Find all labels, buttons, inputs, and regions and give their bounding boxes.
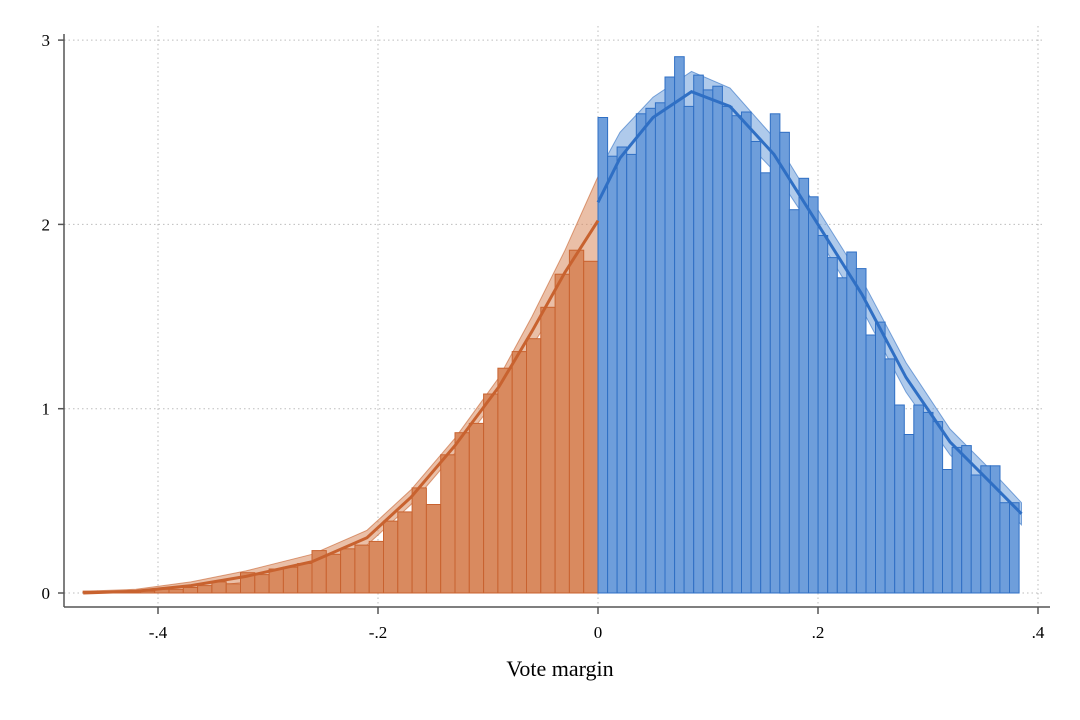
right-histogram-bar	[855, 268, 867, 594]
y-tick-label: 1	[42, 400, 51, 419]
x-tick-label: -.2	[369, 623, 387, 642]
left-histogram-bar	[497, 367, 513, 594]
left-fit-line	[83, 219, 600, 595]
left-histogram-bar	[268, 568, 284, 594]
right-histogram-bar	[693, 74, 704, 594]
right-histogram-bar	[741, 111, 752, 594]
y-tick-label: 0	[42, 584, 51, 603]
right-histogram-bar	[846, 251, 857, 594]
right-histogram-bar	[664, 76, 676, 594]
right-histogram-bar	[750, 141, 762, 594]
right-histogram-bar	[635, 113, 647, 594]
left-histogram-bar	[225, 583, 241, 594]
left-histogram-bar	[211, 581, 227, 594]
right-histogram-bar	[827, 257, 838, 594]
right-histogram-bar	[836, 277, 848, 594]
left-histogram-bar	[440, 454, 456, 594]
right-histogram-bar	[626, 153, 637, 594]
tick-labels: 0 1 2 3 -.4 -.2 0 .2 .4	[42, 31, 1045, 642]
left-histogram-bar	[297, 563, 313, 594]
right-histogram-bar	[932, 421, 944, 594]
left-histogram-bar	[340, 548, 356, 594]
x-tick-label: .4	[1032, 623, 1045, 642]
left-histogram-bar	[282, 566, 299, 594]
right-histogram-bar	[808, 196, 819, 594]
x-tick-label: .2	[812, 623, 825, 642]
left-histogram-bar	[468, 422, 485, 594]
right-histogram-bar	[788, 209, 800, 594]
left-histogram-bar	[583, 260, 599, 594]
right-histogram-bar	[817, 235, 829, 594]
right-histogram-bar	[779, 131, 790, 594]
x-axis-title: Vote margin	[506, 656, 613, 681]
right-histogram-bar	[999, 502, 1011, 594]
right-histogram-bar	[970, 474, 982, 594]
right-histogram-bar	[980, 465, 991, 594]
fit-lines	[83, 90, 1023, 595]
y-tick-label: 2	[42, 215, 51, 234]
left-histogram-bar	[354, 544, 370, 594]
right-histogram-bar	[607, 155, 618, 594]
right-histogram-bar	[731, 115, 743, 594]
left-histogram-bar	[383, 520, 399, 594]
right-histogram-bar	[875, 321, 886, 594]
right-histogram-bar	[760, 172, 771, 594]
right-histogram-bar	[674, 56, 685, 594]
left-histogram-bar	[168, 588, 184, 594]
right-histogram-bar	[922, 411, 934, 594]
left-histogram-bar	[425, 504, 442, 594]
right-histogram-bar	[1009, 502, 1020, 594]
left-histogram-bar	[554, 273, 570, 594]
left-histogram-bar	[511, 351, 528, 594]
right-histogram-bar	[942, 469, 953, 594]
right-histogram-bar	[913, 404, 924, 594]
right-histogram-bar	[798, 177, 810, 594]
right-histogram-bar	[903, 434, 915, 594]
left-histogram-bar	[182, 587, 199, 594]
right-histogram-bar	[683, 105, 695, 594]
left-histogram-bar	[325, 553, 342, 594]
left-histogram-bar	[540, 306, 556, 594]
left-histogram-bar	[483, 393, 499, 594]
axes	[58, 34, 1050, 614]
histogram-bars	[82, 56, 1020, 594]
left-histogram-bar	[454, 432, 470, 594]
left-histogram-bar	[526, 338, 542, 594]
left-histogram-bar	[254, 574, 270, 594]
left-histogram-bar	[197, 585, 213, 594]
right-histogram-bar	[645, 107, 657, 594]
left-histogram-bar	[368, 540, 385, 594]
right-histogram-bar	[712, 85, 723, 594]
x-tick-label: 0	[594, 623, 603, 642]
right-histogram-bar	[702, 89, 714, 594]
right-histogram-bar	[961, 445, 972, 594]
right-histogram-bar	[884, 358, 896, 594]
right-histogram-bar	[769, 113, 781, 594]
left-histogram-bar	[397, 511, 413, 594]
left-histogram-bar	[411, 487, 427, 594]
left-histogram-bar	[568, 249, 585, 594]
right-histogram-bar	[951, 446, 963, 594]
right-histogram-bar	[616, 146, 628, 594]
right-histogram-bar	[721, 105, 733, 594]
right-histogram-bar	[654, 102, 666, 594]
right-fit-line	[596, 90, 1023, 515]
right-histogram-bar	[865, 334, 877, 594]
right-histogram-bar	[894, 404, 905, 594]
x-tick-label: -.4	[149, 623, 168, 642]
y-tick-label: 3	[42, 31, 51, 50]
